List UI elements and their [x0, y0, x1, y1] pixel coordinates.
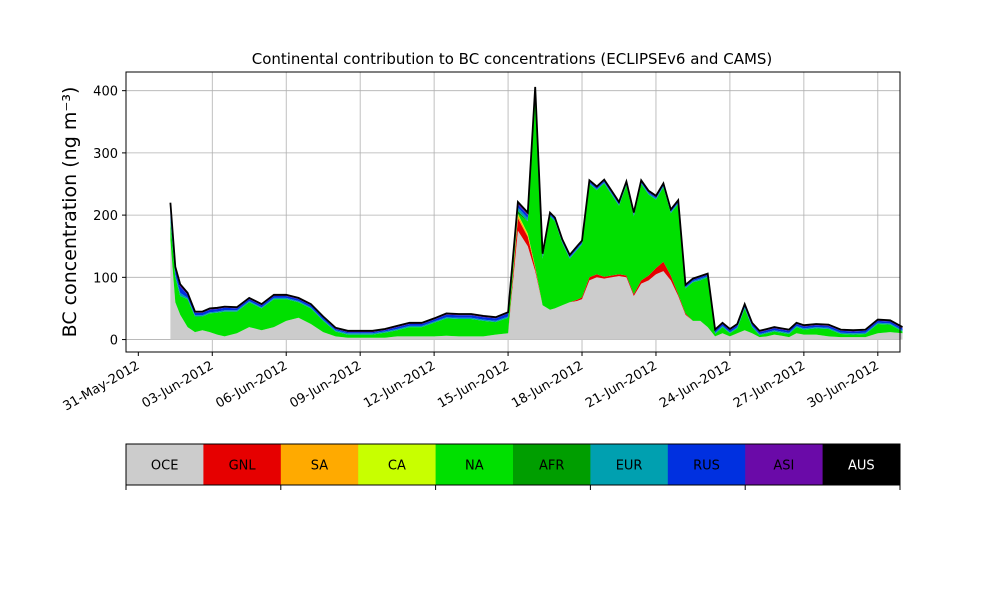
- legend-label: EUR: [616, 459, 643, 474]
- legend-label: ASI: [773, 459, 794, 474]
- legend-swatch-gnl: [203, 444, 282, 485]
- legend-label: OCE: [151, 459, 179, 474]
- legend-swatch-eur: [590, 444, 669, 485]
- legend-colorbar: OCE GNL SA CA NA AFR EUR RUS ASI AUS: [125, 443, 901, 490]
- legend-label: AFR: [539, 459, 564, 474]
- stacked-areas: [169, 86, 903, 340]
- legend-swatch-rus: [667, 444, 746, 485]
- legend-label: NA: [465, 459, 484, 474]
- y-tick-label: 200: [93, 209, 118, 224]
- chart-title: Continental contribution to BC concentra…: [252, 50, 773, 68]
- plot-frame: [125, 71, 901, 353]
- y-axis-label: BC concentration (ng m⁻³): [59, 87, 81, 338]
- legend-frame: [125, 443, 901, 486]
- legend-swatch-afr: [513, 444, 591, 485]
- area-series-oce: [170, 230, 903, 340]
- legend-swatch-sa: [280, 444, 359, 485]
- legend-label: GNL: [229, 459, 257, 474]
- legend-swatch-aus: [822, 444, 901, 485]
- y-tick-label: 300: [93, 147, 118, 162]
- y-tick-label: 0: [110, 334, 118, 349]
- area-series-na: [170, 98, 903, 338]
- legend-swatch-na: [435, 444, 514, 485]
- legend-swatch-oce: [126, 444, 204, 485]
- legend-label: RUS: [693, 459, 720, 474]
- legend-label: AUS: [848, 459, 875, 474]
- y-tick-label: 100: [93, 271, 118, 286]
- legend-swatch-ca: [358, 444, 437, 485]
- legend-label: CA: [388, 459, 406, 474]
- legend-label: SA: [311, 459, 328, 474]
- legend-swatch-asi: [745, 444, 824, 485]
- y-tick-label: 400: [93, 85, 118, 100]
- total-line: [169, 86, 903, 332]
